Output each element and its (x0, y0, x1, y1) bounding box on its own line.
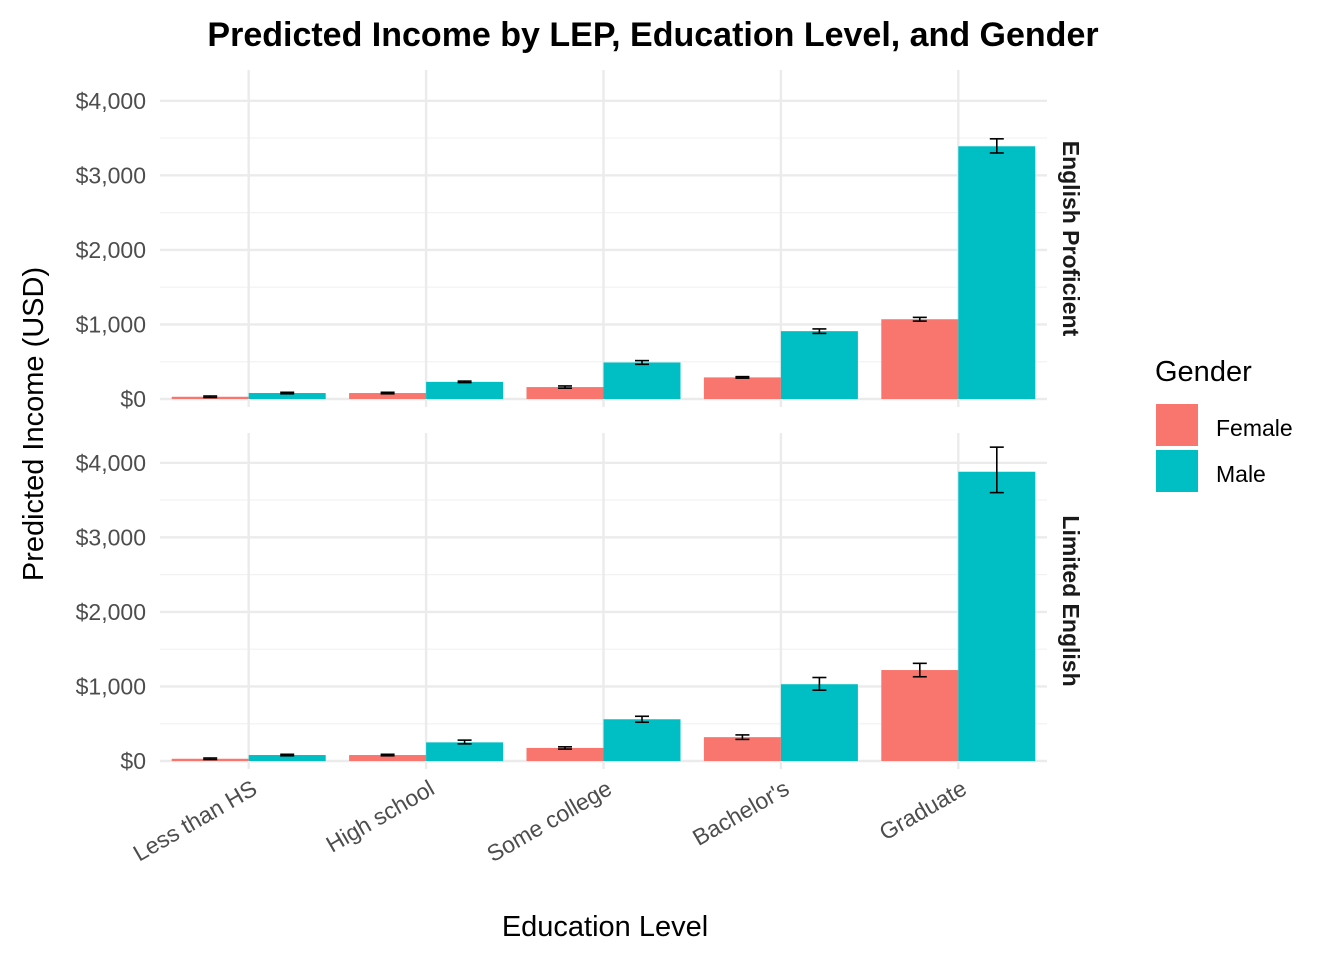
facet-panels: $0 $1,000 $2,000 $3,000 $4,000 English Profic… (76, 70, 1084, 867)
panel-1: $0 $1,000 $2,000 $3,000 $4,000 Limited Englis… (76, 433, 1084, 774)
legend-label-female: Female (1216, 415, 1293, 441)
y-tick-label: $3,000 (76, 162, 146, 188)
bar-male (780, 331, 858, 399)
legend-key-male (1156, 450, 1198, 492)
y-tick-label: $0 (120, 748, 146, 774)
chart-title: Predicted Income by LEP, Education Level… (207, 16, 1098, 54)
bar-male (603, 719, 681, 761)
bar-male (780, 684, 858, 761)
facet-strip-label: Limited English (1058, 515, 1084, 686)
bar-male (248, 755, 326, 761)
bar-male (248, 393, 326, 399)
legend-title: Gender (1155, 356, 1252, 388)
x-tick-label: Some college (482, 775, 616, 867)
bar-female (349, 393, 427, 399)
y-tick-label: $2,000 (76, 237, 146, 263)
x-tick-label: Bachelor's (688, 775, 793, 851)
y-tick-label: $3,000 (76, 524, 146, 550)
x-tick-label: Graduate (875, 775, 971, 845)
y-tick-label: $1,000 (76, 673, 146, 699)
legend: Gender Female Male (1155, 356, 1293, 492)
bar-male (958, 146, 1036, 399)
y-tick-label: $2,000 (76, 599, 146, 625)
panel-0: $0 $1,000 $2,000 $3,000 $4,000 English Profic… (76, 70, 1084, 412)
bar-male (426, 381, 504, 399)
bar-female (526, 747, 604, 761)
legend-label-male: Male (1216, 461, 1266, 487)
y-tick-label: $4,000 (76, 450, 146, 476)
bar-male (958, 471, 1036, 761)
bar-female (881, 319, 959, 399)
bar-male (426, 742, 504, 761)
bar-female (349, 755, 427, 761)
bar-female (526, 387, 604, 399)
bar-female (703, 377, 781, 399)
y-tick-label: $1,000 (76, 311, 146, 337)
legend-key-female (1156, 404, 1198, 446)
y-axis-title: Predicted Income (USD) (18, 267, 50, 581)
bar-female (703, 737, 781, 761)
bar-male (603, 362, 681, 399)
facet-strip-label: English Proficient (1058, 141, 1084, 337)
x-tick-label: Less than HS (129, 775, 262, 867)
bar-female (881, 670, 959, 761)
x-tick-label: High school (322, 775, 439, 858)
y-tick-label: $4,000 (76, 88, 146, 114)
x-axis-title: Education Level (502, 911, 708, 943)
y-tick-label: $0 (120, 386, 146, 412)
